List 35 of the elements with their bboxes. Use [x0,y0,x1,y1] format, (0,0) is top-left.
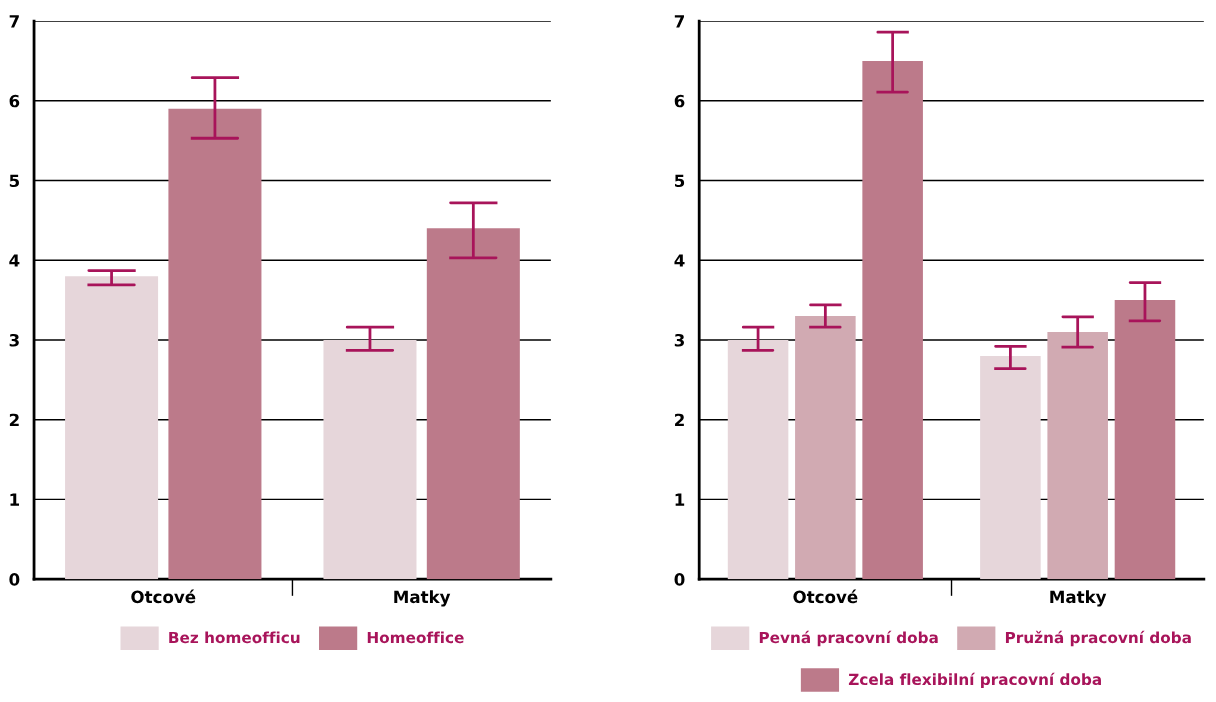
y-tick-label: 0 [9,573,20,586]
y-tick-label: 4 [9,254,20,267]
bar [1114,300,1176,580]
y-tick-label: 4 [674,254,685,267]
y-tick-label: 6 [9,94,20,108]
legend-label: Homeoffice [367,631,464,644]
x-tick-label: Matky [1050,590,1107,607]
y-tick-label: 1 [675,493,685,506]
bar [980,355,1041,580]
y-tick-label: 3 [9,333,19,347]
y-tick-label: 7 [674,15,684,28]
y-tick-label: 1 [10,493,20,506]
x-tick-label: Otcové [793,589,858,604]
bar [795,316,856,580]
y-tick-label: 3 [674,333,684,347]
legend-label: Pružná pracovní doba [1005,630,1191,647]
bar [168,108,262,580]
y-tick-label: 0 [674,573,685,586]
y-tick-label: 7 [9,15,19,28]
legend-label: Bez homeofficu [169,631,300,644]
y-tick-label: 5 [675,174,685,188]
bar [862,60,923,580]
legend-label: Zcela flexibilní pracovní doba [848,672,1101,689]
bar [1047,332,1108,580]
x-tick-label: Otcové [131,589,196,604]
bar [65,276,159,580]
y-tick-label: 6 [674,94,685,108]
bar [323,339,417,580]
bar [727,339,789,580]
legend-label: Pevná pracovní doba [759,630,938,647]
bar [426,228,520,580]
y-tick-label: 2 [9,413,19,427]
y-tick-label: 2 [675,413,684,427]
y-tick-label: 5 [9,174,19,188]
x-tick-label: Matky [394,590,451,607]
